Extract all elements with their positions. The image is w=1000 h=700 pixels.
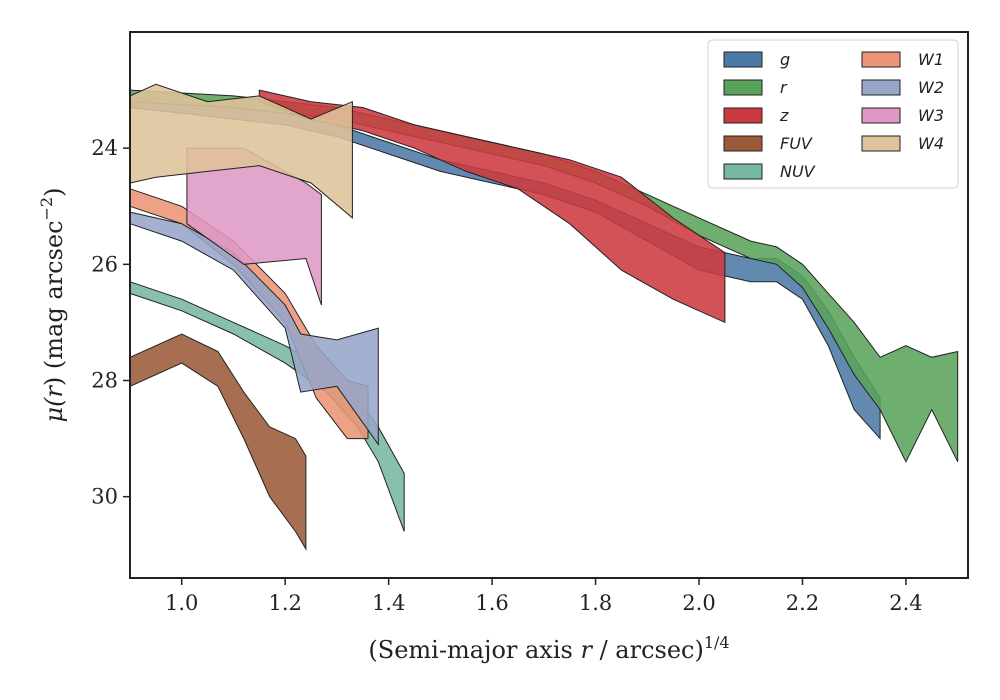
legend: grz FUV NUV W1 W2 W3 W4 [707,39,959,189]
x-tick-label: 2.2 [786,591,819,615]
legend-label-fuv: FUV [780,134,813,153]
legend-swatch-nuv [723,163,763,180]
x-tick-label: 1.2 [268,591,301,615]
x-tick-label: 1.6 [475,591,508,615]
plot-frame [129,31,969,579]
band-w4 [129,83,353,219]
legend-swatch-g [723,51,763,68]
band-z [258,89,726,324]
band-fuv [129,333,307,551]
y-tick-label: 30 [91,485,118,509]
legend-swatch-w4 [861,135,901,152]
tick-layer: 1.0 1.2 1.4 1.6 1.8 2.0 2.2 2.4 24 26 28 30 [91,136,922,615]
y-tick-label: 24 [91,136,118,160]
legend-swatch-r [723,79,763,96]
legend-label-nuv: NUV [780,162,816,181]
y-tick-label: 26 [91,252,118,276]
legend-label-w4: W4 [918,134,944,153]
band-w2 [129,211,379,446]
legend-swatch-z [723,107,763,124]
x-axis-title: (Semi-major axis r / arcsec)1/4 [368,633,729,664]
legend-label-w3: W3 [918,106,944,125]
legend-label-g: g [780,50,790,69]
legend-swatch-fuv [723,135,763,152]
x-tick-label: 2.0 [682,591,715,615]
x-tick-label: 1.4 [372,591,405,615]
band-layer [129,83,959,551]
legend-label-w2: W2 [918,78,944,97]
legend-label-w1: W1 [918,50,944,69]
x-tick-label: 2.4 [889,591,922,615]
x-tick-label: 1.0 [165,591,198,615]
legend-label-r: r [780,78,788,97]
legend-label-z: z [779,106,789,125]
y-tick-label: 28 [91,369,118,393]
x-tick-label: 1.8 [579,591,612,615]
legend-swatch-w2 [861,79,901,96]
legend-swatch-w1 [861,51,901,68]
legend-swatch-w3 [861,107,901,124]
y-axis-title: μ(r) (mag arcsec−2) [37,187,68,422]
